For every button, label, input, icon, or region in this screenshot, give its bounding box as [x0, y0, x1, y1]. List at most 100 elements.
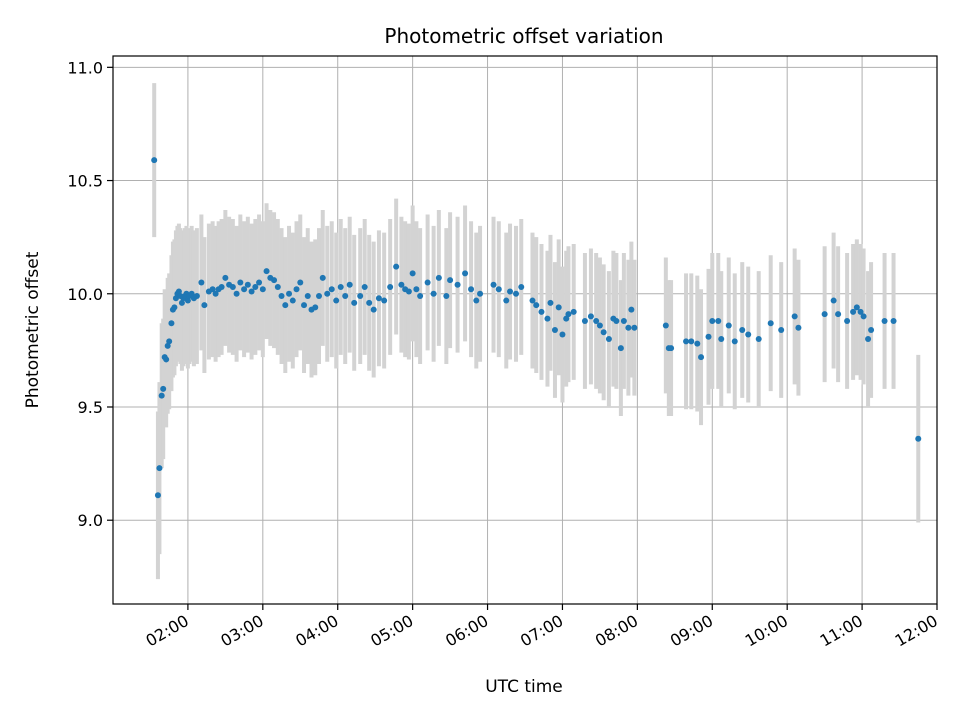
data-point	[263, 268, 270, 275]
data-point	[158, 392, 165, 399]
data-point	[715, 317, 722, 324]
data-point	[156, 465, 163, 472]
data-point	[398, 281, 405, 288]
data-point	[346, 281, 353, 288]
data-point	[795, 324, 802, 331]
data-point	[881, 317, 888, 324]
data-point	[259, 286, 266, 293]
x-tick-label: 06:00	[442, 611, 491, 651]
data-point	[357, 293, 364, 300]
data-point	[237, 279, 244, 286]
data-point	[233, 290, 240, 297]
data-point	[282, 302, 289, 309]
data-point	[739, 327, 746, 333]
data-point	[462, 270, 469, 277]
data-point	[229, 283, 236, 290]
x-tick-label: 04:00	[292, 611, 341, 651]
data-point	[361, 283, 368, 290]
data-point	[201, 302, 208, 309]
data-point	[381, 297, 388, 304]
data-point	[868, 327, 875, 333]
data-point	[688, 338, 695, 345]
data-point	[791, 313, 798, 320]
data-point	[559, 331, 566, 338]
data-point	[890, 317, 897, 324]
data-point	[547, 299, 554, 306]
data-point	[625, 324, 632, 331]
data-point	[289, 297, 296, 304]
data-point	[605, 336, 612, 343]
data-point	[551, 327, 558, 333]
data-point	[631, 324, 638, 331]
data-point	[172, 295, 179, 302]
data-point	[767, 320, 774, 327]
data-point	[387, 283, 394, 290]
data-point	[596, 322, 603, 329]
data-point	[503, 297, 510, 304]
data-point	[830, 297, 837, 304]
data-point	[342, 293, 349, 300]
data-points	[151, 157, 922, 499]
data-point	[778, 327, 785, 333]
data-point	[405, 288, 412, 295]
data-point	[538, 308, 545, 315]
data-point	[853, 304, 860, 311]
data-point	[319, 274, 326, 281]
data-point	[301, 302, 308, 309]
data-point	[297, 279, 304, 286]
data-point	[393, 263, 400, 270]
data-point	[570, 308, 577, 315]
data-point	[209, 286, 216, 293]
data-point	[718, 336, 725, 343]
data-point	[745, 331, 752, 338]
data-point	[241, 286, 248, 293]
data-point	[304, 293, 311, 300]
error-bars	[152, 83, 921, 580]
data-point	[244, 281, 251, 288]
data-point	[725, 322, 732, 329]
y-tick-label: 11.0	[67, 58, 103, 77]
data-point	[198, 279, 205, 286]
data-point	[370, 306, 377, 313]
data-point	[495, 286, 502, 293]
data-point	[271, 277, 278, 284]
data-point	[218, 283, 225, 290]
data-point	[274, 283, 281, 290]
data-point	[694, 340, 701, 347]
data-point	[351, 299, 358, 306]
data-point	[175, 288, 182, 295]
data-point	[171, 304, 178, 311]
x-tick-label: 10:00	[742, 611, 791, 651]
x-axis-title: UTC time	[485, 677, 563, 697]
data-point	[857, 308, 864, 315]
data-point	[513, 290, 520, 297]
x-tick-label: 11:00	[817, 611, 866, 651]
x-tick-label: 08:00	[592, 611, 641, 651]
data-point	[447, 277, 454, 284]
data-point	[755, 336, 762, 343]
data-point	[252, 283, 259, 290]
data-point	[565, 311, 572, 318]
data-point	[698, 354, 705, 361]
data-point	[454, 281, 461, 288]
data-point	[587, 313, 594, 320]
data-point	[430, 290, 437, 297]
chart-title: Photometric offset variation	[384, 24, 663, 48]
y-tick-label: 10.0	[67, 285, 103, 304]
data-point	[212, 290, 219, 297]
data-point	[312, 304, 319, 311]
data-point	[151, 157, 158, 164]
data-point	[709, 317, 716, 324]
data-point	[293, 286, 300, 293]
data-point	[417, 293, 424, 300]
data-point	[160, 385, 167, 392]
data-point	[915, 435, 922, 442]
data-point	[316, 293, 322, 300]
data-point	[184, 297, 191, 304]
data-point	[424, 279, 431, 286]
data-point	[507, 288, 514, 295]
data-point	[581, 317, 588, 324]
data-point	[435, 274, 442, 281]
data-point	[555, 304, 562, 311]
